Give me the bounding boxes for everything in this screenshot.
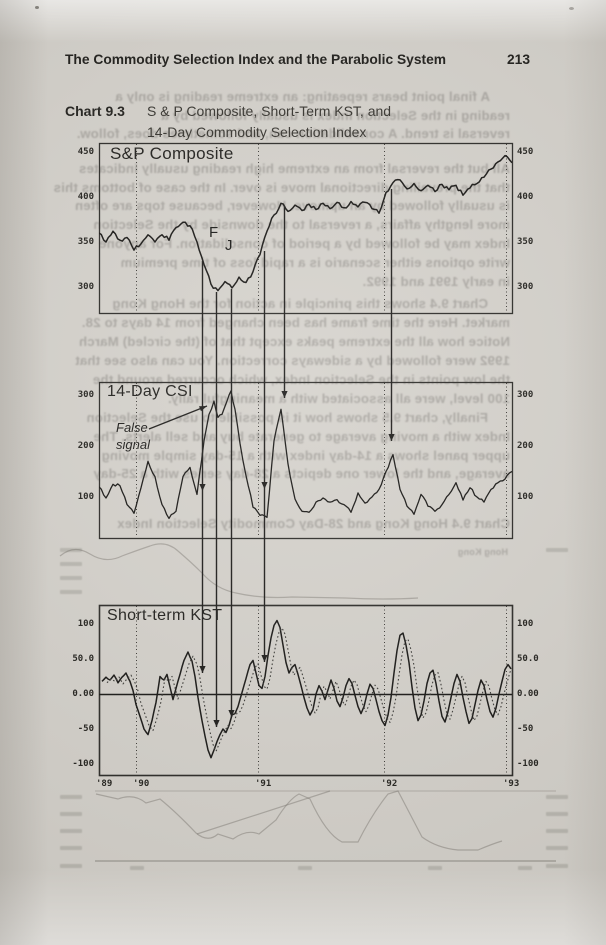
sp-composite-panel-border xyxy=(98,142,514,315)
connector-arrowhead xyxy=(261,482,268,489)
chart-caption-line1: S & P Composite, Short-Term KST, and xyxy=(147,103,392,119)
connector-arrowhead xyxy=(199,666,206,673)
false-signal-label-line1: False xyxy=(116,420,148,435)
connector-arrowhead xyxy=(388,434,395,441)
connector-arrowhead xyxy=(281,391,288,398)
series-s-p-composite xyxy=(99,154,512,292)
panel-title-short-term-kst: Short-term KST xyxy=(107,607,223,624)
annotation-letter-j: J xyxy=(225,237,233,254)
panel-title-14day-csi: 14-Day CSI xyxy=(107,383,193,400)
short-term-kst-panel-border xyxy=(98,604,514,777)
14day-csi-panel-border xyxy=(98,381,514,540)
photo-speck xyxy=(569,7,574,10)
series-kst-moving-average xyxy=(106,627,512,752)
photo-speck xyxy=(35,6,39,9)
series-14-day-commodity-selection-index xyxy=(99,390,512,520)
page-header-title: The Commodity Selection Index and the Pa… xyxy=(65,52,447,67)
panel-title-sp-composite: S&P Composite xyxy=(110,144,234,163)
false-signal-arrow-line xyxy=(148,405,208,430)
connector-arrowhead xyxy=(213,720,220,727)
chart-caption-label: Chart 9.3 xyxy=(65,103,125,119)
chart-caption-line2: 14-Day Commodity Selection Index xyxy=(147,124,367,140)
page-number: 213 xyxy=(507,52,531,67)
connector-arrowhead xyxy=(199,484,206,491)
annotation-letter-f: F xyxy=(209,224,219,241)
false-signal-label-line2: signal xyxy=(116,437,150,452)
